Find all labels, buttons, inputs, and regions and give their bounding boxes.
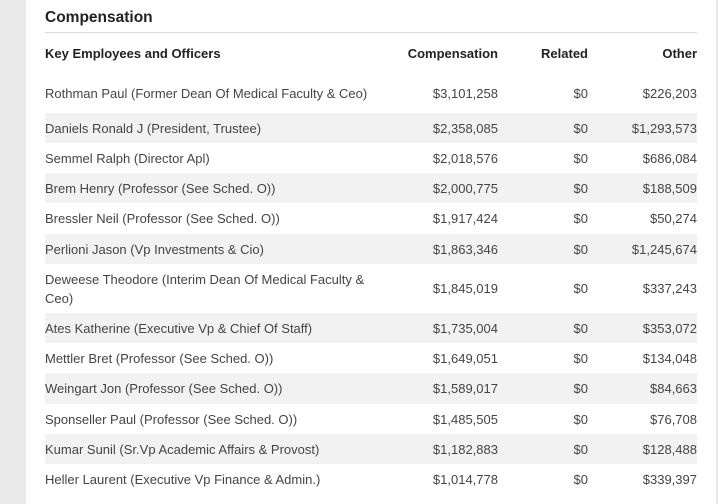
compensation-value: $2,000,775	[432, 180, 498, 196]
compensation-value: $2,018,576	[432, 150, 498, 166]
compensation-value: $1,649,051	[432, 350, 498, 366]
other-value: $76,708	[650, 411, 697, 427]
employee-name: Daniels Ronald J (President, Trustee)	[45, 120, 262, 136]
table-row: Mettler Bret (Professor (See Sched. O)) $…	[45, 343, 697, 373]
other-value: $1,293,573	[631, 120, 697, 136]
table-body: Rothman Paul (Former Dean Of Medical Fac…	[45, 73, 697, 494]
related-value: $0	[573, 85, 588, 101]
other-value: $226,203	[642, 85, 697, 101]
other-value: $134,048	[642, 350, 697, 366]
header-related: Related	[541, 45, 588, 61]
table-header: Key Employees and Officers Compensation …	[45, 33, 697, 73]
other-value: $84,663	[650, 381, 697, 396]
table-row: Rothman Paul (Former Dean Of Medical Fac…	[45, 73, 697, 113]
compensation-value: $2,358,085	[432, 120, 498, 136]
employee-name: Brem Henry (Professor (See Sched. O))	[45, 180, 276, 196]
compensation-value: $1,014,778	[432, 471, 498, 487]
employee-name: Sponseller Paul (Professor (See Sched. O…	[45, 411, 298, 427]
related-value: $0	[573, 120, 588, 136]
other-value: $339,397	[642, 471, 697, 487]
related-value: $0	[573, 320, 588, 336]
related-value: $0	[573, 241, 588, 257]
table-row: Brem Henry (Professor (See Sched. O)) $2,…	[45, 173, 697, 203]
employee-name: Kumar Sunil (Sr.Vp Academic Affairs & Pr…	[45, 441, 320, 457]
compensation-value: $1,485,505	[432, 411, 498, 427]
related-value: $0	[573, 180, 588, 196]
compensation-value: $1,863,346	[432, 241, 498, 257]
compensation-value: $3,101,258	[432, 85, 498, 101]
table-row: Kumar Sunil (Sr.Vp Academic Affairs & Pr…	[45, 434, 697, 464]
header-compensation: Compensation	[407, 45, 498, 61]
employee-name: Semmel Ralph (Director Apl)	[45, 150, 210, 166]
related-value: $0	[573, 441, 588, 457]
compensation-panel: Compensation Key Employees and Officers …	[26, 0, 716, 504]
related-value: $0	[573, 471, 588, 487]
compensation-value: $1,182,883	[432, 441, 498, 457]
other-value: $337,243	[642, 281, 697, 296]
compensation-value: $1,845,019	[432, 281, 498, 296]
related-value: $0	[573, 211, 588, 226]
other-value: $353,072	[642, 320, 697, 336]
employee-name: Perlioni Jason (Vp Investments & Cio)	[45, 241, 264, 257]
employee-name: Ates Katherine (Executive Vp & Chief Of …	[45, 320, 313, 336]
related-value: $0	[573, 381, 588, 396]
table-row: Ates Katherine (Executive Vp & Chief Of …	[45, 313, 697, 343]
table-row: Sponseller Paul (Professor (See Sched. O…	[45, 404, 697, 434]
table-row: Daniels Ronald J (President, Trustee) $2,…	[45, 113, 697, 143]
table-row: Heller Laurent (Executive Vp Finance & A…	[45, 464, 697, 494]
employee-name: Rothman Paul (Former Dean Of Medical Fac…	[45, 85, 368, 101]
related-value: $0	[573, 150, 588, 166]
compensation-table: Key Employees and Officers Compensation …	[45, 32, 697, 494]
other-value: $128,488	[642, 441, 697, 457]
other-value: $188,509	[642, 180, 697, 196]
employee-name: Bressler Neil (Professor (See Sched. O))	[45, 211, 280, 226]
other-value: $1,245,674	[631, 241, 697, 257]
table-row: Bressler Neil (Professor (See Sched. O))…	[45, 203, 697, 234]
table-row: Weingart Jon (Professor (See Sched. O)) $…	[45, 373, 697, 404]
table-row: Perlioni Jason (Vp Investments & Cio) $1,…	[45, 234, 697, 264]
other-value: $686,084	[642, 150, 697, 166]
other-value: $50,274	[650, 211, 697, 226]
header-name: Key Employees and Officers	[45, 45, 221, 61]
employee-name: Heller Laurent (Executive Vp Finance & A…	[45, 471, 321, 487]
section-title: Compensation	[45, 9, 153, 26]
related-value: $0	[573, 281, 588, 296]
compensation-value: $1,589,017	[432, 381, 498, 396]
employee-name: Deweese Theodore (Interim Dean Of Medica…	[45, 271, 365, 306]
table-row: Deweese Theodore (Interim Dean Of Medica…	[45, 264, 697, 313]
header-other: Other	[662, 45, 697, 61]
employee-name: Weingart Jon (Professor (See Sched. O))	[45, 381, 283, 396]
related-value: $0	[573, 350, 588, 366]
employee-name: Mettler Bret (Professor (See Sched. O))	[45, 350, 274, 366]
related-value: $0	[573, 411, 588, 427]
compensation-value: $1,917,424	[432, 211, 498, 226]
compensation-value: $1,735,004	[432, 320, 498, 336]
table-row: Semmel Ralph (Director Apl) $2,018,576 $0 $…	[45, 143, 697, 173]
